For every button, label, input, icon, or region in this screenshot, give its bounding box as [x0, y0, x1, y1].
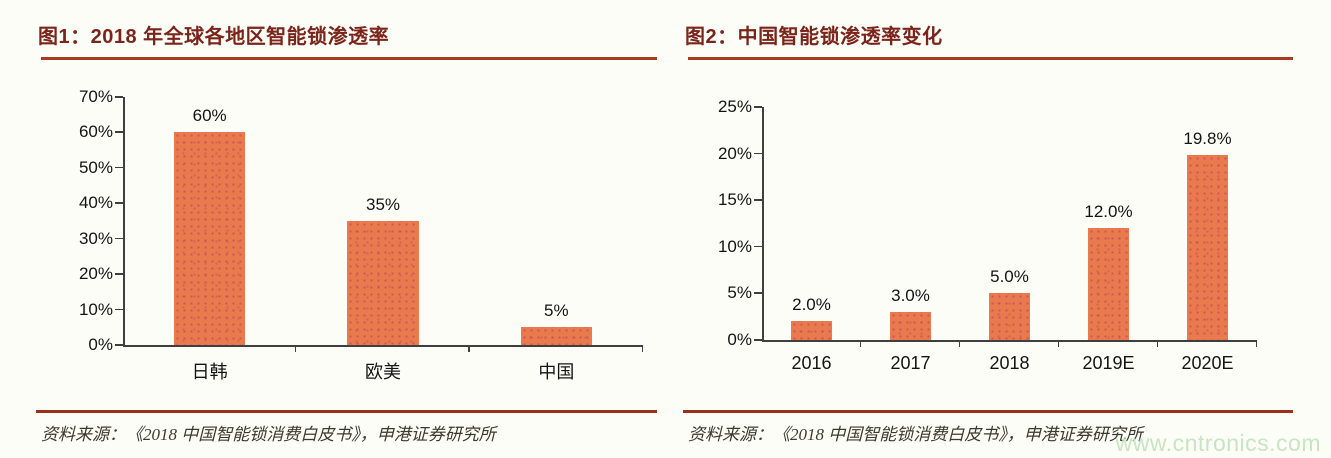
bar-value-label: 3.0%	[891, 286, 930, 306]
figure1-bottom-rule	[36, 410, 657, 413]
bar-2019E	[1088, 228, 1129, 340]
x-tick	[1156, 342, 1158, 347]
y-tick-label: 20%	[78, 264, 113, 284]
y-tick	[115, 344, 123, 346]
figure2-chart: 0% 5% 10% 15% 20% 25% 2.0% 2016 3.0% 2017 5.0% 2018…	[718, 97, 1257, 373]
x-tick	[468, 347, 470, 352]
y-tick	[115, 131, 123, 133]
y-tick	[115, 237, 123, 240]
x-tick	[1057, 342, 1059, 347]
y-tick-label: 10%	[78, 299, 113, 319]
figure1-source: 资料来源：《2018 中国智能锁消费白皮书》，申港证券研究所	[41, 425, 496, 444]
x-tick	[294, 347, 297, 352]
figure2-source: 资料来源：《2018 中国智能锁消费白皮书》，申港证券研究所	[688, 425, 1143, 444]
figure1-title: 图1：2018 年全球各地区智能锁渗透率	[38, 26, 390, 48]
y-tick-label: 50%	[78, 157, 113, 177]
bar-2018	[989, 293, 1030, 340]
y-tick-label: 5%	[727, 283, 752, 303]
y-tick	[754, 292, 762, 294]
x-axis	[123, 345, 643, 347]
bar-欧美	[347, 221, 419, 345]
bar-value-label: 35%	[365, 195, 401, 214]
x-tick	[641, 347, 643, 352]
x-tick	[859, 342, 861, 347]
x-category-label: 2020E	[1181, 353, 1234, 373]
site-watermark: www.cntronics.com	[1115, 430, 1321, 456]
y-tick	[115, 96, 123, 98]
y-tick-label: 60%	[78, 122, 113, 142]
y-tick-label: 15%	[717, 190, 752, 210]
x-category-label: 2019E	[1082, 353, 1135, 373]
y-tick	[754, 152, 762, 155]
y-tick-label: 0%	[727, 330, 752, 349]
x-category-label: 2018	[989, 353, 1030, 373]
figure2-bottom-rule	[683, 410, 1293, 413]
y-tick	[115, 308, 123, 311]
x-category-label: 欧美	[365, 362, 401, 382]
y-tick	[754, 339, 762, 341]
bar-2017	[890, 312, 931, 340]
bar-2020E	[1187, 155, 1228, 340]
y-tick	[754, 245, 762, 248]
y-tick-label: 20%	[717, 143, 752, 163]
figure2-title: 图2：中国智能锁渗透率变化	[685, 26, 943, 48]
figure1-title-rule	[41, 57, 657, 60]
figure1-chart: 0% 10% 20% 30% 40% 50% 60% 70% 60% 日韩 35% 欧美 5% 中国	[79, 87, 643, 382]
bar-中国	[520, 327, 592, 345]
y-tick-label: 25%	[717, 97, 752, 116]
bar-value-label: 5%	[544, 301, 569, 321]
bar-value-label: 2.0%	[792, 295, 831, 315]
y-axis	[762, 107, 764, 342]
y-tick-label: 70%	[78, 87, 113, 106]
x-category-label: 日韩	[191, 362, 228, 382]
y-tick	[115, 166, 123, 169]
bar-value-label: 5.0%	[990, 267, 1029, 287]
bar-日韩	[174, 132, 246, 345]
x-category-label: 2016	[791, 353, 832, 373]
y-tick-label: 40%	[78, 193, 113, 213]
bar-2016	[791, 321, 832, 340]
y-tick-label: 0%	[88, 335, 113, 354]
y-tick	[115, 273, 123, 275]
x-category-label: 2017	[890, 353, 931, 373]
x-axis	[762, 340, 1257, 342]
y-tick-label: 10%	[717, 236, 752, 256]
figure2-title-rule	[688, 57, 1293, 60]
bar-value-label: 12.0%	[1084, 202, 1133, 222]
bar-value-label: 60%	[192, 106, 227, 126]
y-tick	[754, 199, 762, 201]
y-tick	[754, 106, 762, 108]
x-tick	[958, 342, 960, 347]
figure1-panel: 图1：2018 年全球各地区智能锁渗透率 0% 10% 20% 30% 40% 50% 60…	[36, 14, 657, 458]
x-category-label: 中国	[538, 362, 575, 382]
y-axis	[123, 97, 125, 347]
y-tick	[115, 202, 123, 204]
bar-value-label: 19.8%	[1183, 129, 1232, 149]
y-tick-label: 30%	[78, 228, 113, 248]
figure2-panel: 图2：中国智能锁渗透率变化 0% 5% 10% 15% 20% 25% 2.0% 2016 3.…	[683, 14, 1293, 458]
x-tick	[1255, 342, 1257, 347]
